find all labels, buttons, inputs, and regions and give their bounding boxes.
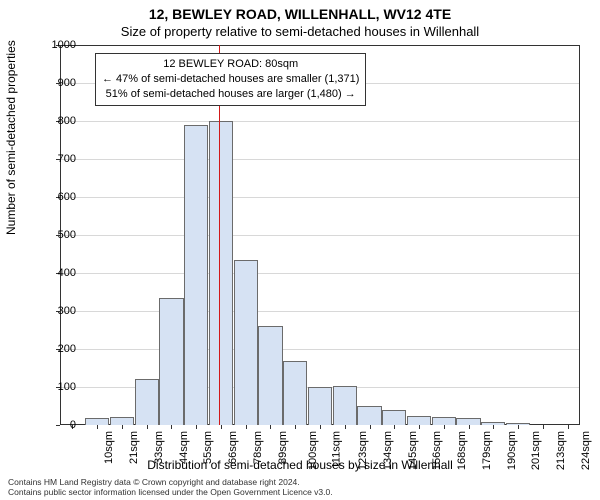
histogram-bar (407, 416, 431, 426)
x-tick-mark (394, 425, 395, 429)
x-tick-mark (295, 425, 296, 429)
y-tick-label: 100 (58, 381, 76, 393)
x-axis-top-line (60, 45, 580, 46)
histogram-bar (333, 386, 357, 425)
x-tick-mark (543, 425, 544, 429)
y-tick-label: 800 (58, 115, 76, 127)
y-tick-label: 500 (58, 229, 76, 241)
y-tick-label: 1000 (52, 39, 76, 51)
x-tick-mark (419, 425, 420, 429)
histogram-bar (456, 418, 480, 425)
x-tick-mark (97, 425, 98, 429)
histogram-bar (357, 406, 381, 425)
x-tick-mark (122, 425, 123, 429)
gridline (60, 159, 580, 160)
gridline (60, 197, 580, 198)
annotation-box: 12 BEWLEY ROAD: 80sqm ← 47% of semi-detac… (95, 53, 366, 106)
x-tick-mark (444, 425, 445, 429)
histogram-bar (85, 418, 109, 425)
y-tick-label: 700 (58, 153, 76, 165)
x-tick-mark (147, 425, 148, 429)
histogram-bar (159, 298, 183, 425)
y-tick-label: 900 (58, 77, 76, 89)
footnote-line2: Contains public sector information licen… (8, 487, 333, 497)
x-tick-mark (320, 425, 321, 429)
x-tick-mark (246, 425, 247, 429)
y-tick-label: 0 (70, 419, 76, 431)
chart-container: 12, BEWLEY ROAD, WILLENHALL, WV12 4TE Si… (0, 0, 600, 500)
histogram-bar (209, 121, 233, 425)
annotation-line2: ← 47% of semi-detached houses are smalle… (102, 73, 359, 85)
chart-title: 12, BEWLEY ROAD, WILLENHALL, WV12 4TE (0, 6, 600, 22)
annotation-line1: 12 BEWLEY ROAD: 80sqm (163, 58, 298, 70)
annotation-line3: 51% of semi-detached houses are larger (… (106, 88, 356, 100)
x-tick-mark (171, 425, 172, 429)
y-tick-label: 300 (58, 305, 76, 317)
histogram-bar (258, 326, 282, 425)
x-tick-mark (469, 425, 470, 429)
histogram-bar (308, 387, 332, 425)
plot-area: 10sqm21sqm33sqm44sqm55sqm66sqm78sqm89sqm… (60, 45, 580, 425)
y-tick-label: 400 (58, 267, 76, 279)
gridline (60, 235, 580, 236)
histogram-bar (234, 260, 258, 425)
gridline (60, 349, 580, 350)
gridline (60, 273, 580, 274)
histogram-bar (382, 410, 406, 425)
gridline (60, 121, 580, 122)
histogram-bar (135, 379, 159, 425)
y-axis-label: Number of semi-detached properties (4, 40, 18, 235)
histogram-bar (184, 125, 208, 425)
x-tick-mark (518, 425, 519, 429)
chart-subtitle: Size of property relative to semi-detach… (0, 24, 600, 39)
x-tick-mark (493, 425, 494, 429)
x-tick-mark (196, 425, 197, 429)
footnote: Contains HM Land Registry data © Crown c… (8, 478, 333, 498)
y-tick-mark (56, 425, 60, 426)
y-tick-label: 600 (58, 191, 76, 203)
y-axis-right-line (579, 45, 580, 425)
histogram-bar (432, 417, 456, 425)
x-tick-mark (568, 425, 569, 429)
x-tick-mark (345, 425, 346, 429)
y-tick-label: 200 (58, 343, 76, 355)
x-axis-label: Distribution of semi-detached houses by … (0, 458, 600, 472)
footnote-line1: Contains HM Land Registry data © Crown c… (8, 477, 300, 487)
x-tick-mark (270, 425, 271, 429)
gridline (60, 311, 580, 312)
histogram-bar (283, 361, 307, 425)
histogram-bar (110, 417, 134, 425)
x-tick-mark (370, 425, 371, 429)
x-tick-mark (221, 425, 222, 429)
